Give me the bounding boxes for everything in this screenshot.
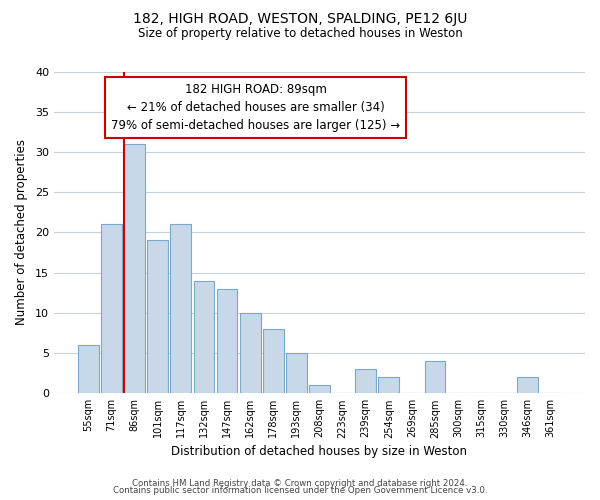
Bar	[101, 224, 122, 394]
Text: 182, HIGH ROAD, WESTON, SPALDING, PE12 6JU: 182, HIGH ROAD, WESTON, SPALDING, PE12 6…	[133, 12, 467, 26]
Bar	[263, 329, 284, 394]
Bar	[78, 345, 99, 394]
Bar	[240, 313, 260, 394]
Bar	[379, 377, 399, 394]
Bar	[309, 386, 330, 394]
Bar	[425, 361, 445, 394]
Y-axis label: Number of detached properties: Number of detached properties	[15, 140, 28, 326]
Bar	[148, 240, 168, 394]
Text: Contains public sector information licensed under the Open Government Licence v3: Contains public sector information licen…	[113, 486, 487, 495]
Bar	[217, 288, 238, 394]
Bar	[355, 369, 376, 394]
Bar	[194, 280, 214, 394]
Text: Contains HM Land Registry data © Crown copyright and database right 2024.: Contains HM Land Registry data © Crown c…	[132, 478, 468, 488]
Bar	[170, 224, 191, 394]
Bar	[124, 144, 145, 394]
Text: 182 HIGH ROAD: 89sqm
← 21% of detached houses are smaller (34)
79% of semi-detac: 182 HIGH ROAD: 89sqm ← 21% of detached h…	[111, 83, 400, 132]
X-axis label: Distribution of detached houses by size in Weston: Distribution of detached houses by size …	[172, 444, 467, 458]
Bar	[517, 377, 538, 394]
Bar	[286, 353, 307, 394]
Text: Size of property relative to detached houses in Weston: Size of property relative to detached ho…	[137, 28, 463, 40]
